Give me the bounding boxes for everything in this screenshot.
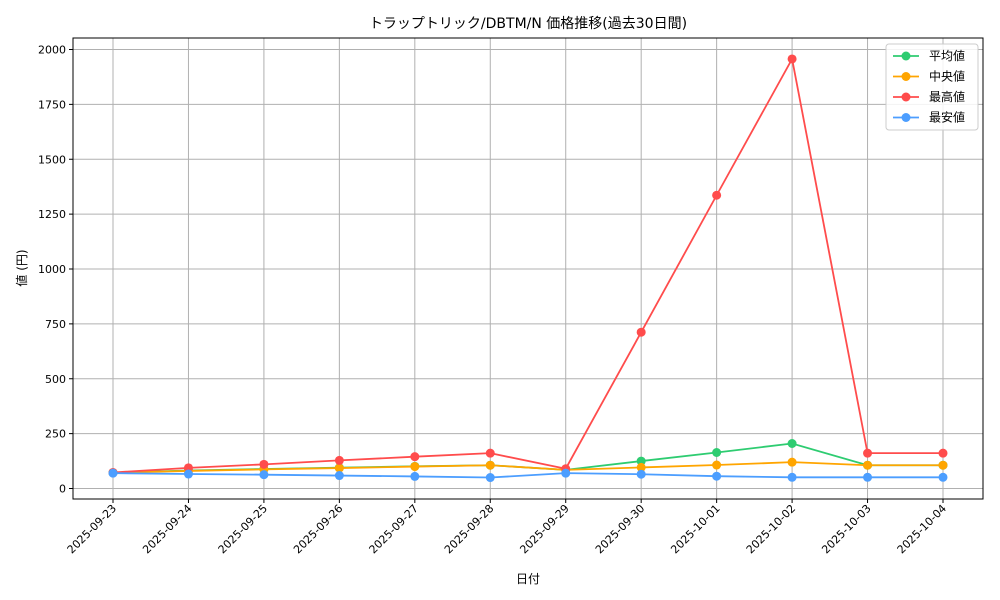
x-tick-label: 2025-09-23 [65, 502, 119, 556]
data-point [712, 471, 722, 481]
x-tick-label: 2025-10-02 [744, 502, 798, 556]
data-point [561, 468, 571, 478]
data-point [863, 448, 873, 458]
x-tick-label: 2025-10-04 [895, 502, 949, 556]
data-point [938, 472, 948, 482]
y-axis-label: 値 (円) [14, 249, 29, 286]
y-tick-label: 250 [45, 428, 66, 441]
data-point [712, 448, 722, 458]
data-point [485, 460, 495, 470]
legend-marker [901, 51, 911, 61]
data-point [712, 190, 722, 200]
data-point [636, 469, 646, 479]
x-tick-label: 2025-09-29 [517, 502, 571, 556]
x-axis-label: 日付 [516, 572, 540, 586]
data-point [334, 471, 344, 481]
y-tick-label: 1750 [38, 98, 66, 111]
legend-marker [901, 92, 911, 102]
data-point [410, 452, 420, 462]
data-point [259, 459, 269, 469]
x-tick-label: 2025-10-01 [668, 502, 722, 556]
legend-label: 最高値 [929, 89, 965, 104]
y-tick-label: 1000 [38, 263, 66, 276]
x-tick-label: 2025-09-24 [140, 502, 194, 556]
data-point [334, 463, 344, 473]
data-point [485, 448, 495, 458]
data-point [636, 462, 646, 472]
data-point [863, 460, 873, 470]
data-point [410, 471, 420, 481]
series-line-2 [112, 461, 943, 474]
data-point [938, 448, 948, 458]
data-point [183, 469, 193, 479]
x-tick-label: 2025-09-30 [593, 502, 647, 556]
series-line-4 [112, 472, 943, 479]
legend-label: 中央値 [929, 69, 965, 84]
data-point [787, 439, 797, 449]
series-line-3 [112, 56, 943, 474]
x-tick-label: 2025-09-28 [442, 502, 496, 556]
data-point [636, 456, 646, 466]
legend-marker [901, 113, 911, 122]
legend-label: 平均値 [929, 48, 965, 63]
x-tick-label: 2025-10-03 [819, 502, 873, 556]
legend-label: 最安値 [929, 110, 965, 125]
data-point [938, 460, 948, 470]
data-point [410, 462, 420, 472]
data-point [259, 470, 269, 480]
data-point [712, 460, 722, 470]
data-point [485, 473, 495, 483]
y-tick-label: 1500 [38, 153, 66, 166]
data-point [108, 468, 118, 478]
data-point [787, 457, 797, 467]
x-tick-label: 2025-09-25 [216, 502, 270, 556]
legend-box [885, 43, 979, 131]
y-tick-label: 2000 [38, 44, 66, 57]
chart-title: トラップトリック/DBTM/N 価格推移(過去30日間) [369, 16, 687, 32]
x-tick-label: 2025-09-26 [291, 502, 345, 556]
data-point [334, 455, 344, 465]
y-tick-label: 750 [45, 318, 66, 331]
y-tick-label: 500 [45, 373, 66, 386]
data-point [636, 327, 646, 337]
data-point [863, 472, 873, 482]
data-point [787, 472, 797, 482]
data-point [787, 54, 797, 64]
y-tick-label: 0 [59, 483, 66, 496]
y-tick-label: 1250 [38, 208, 66, 221]
x-tick-label: 2025-09-27 [367, 502, 421, 556]
legend-marker [901, 72, 911, 81]
